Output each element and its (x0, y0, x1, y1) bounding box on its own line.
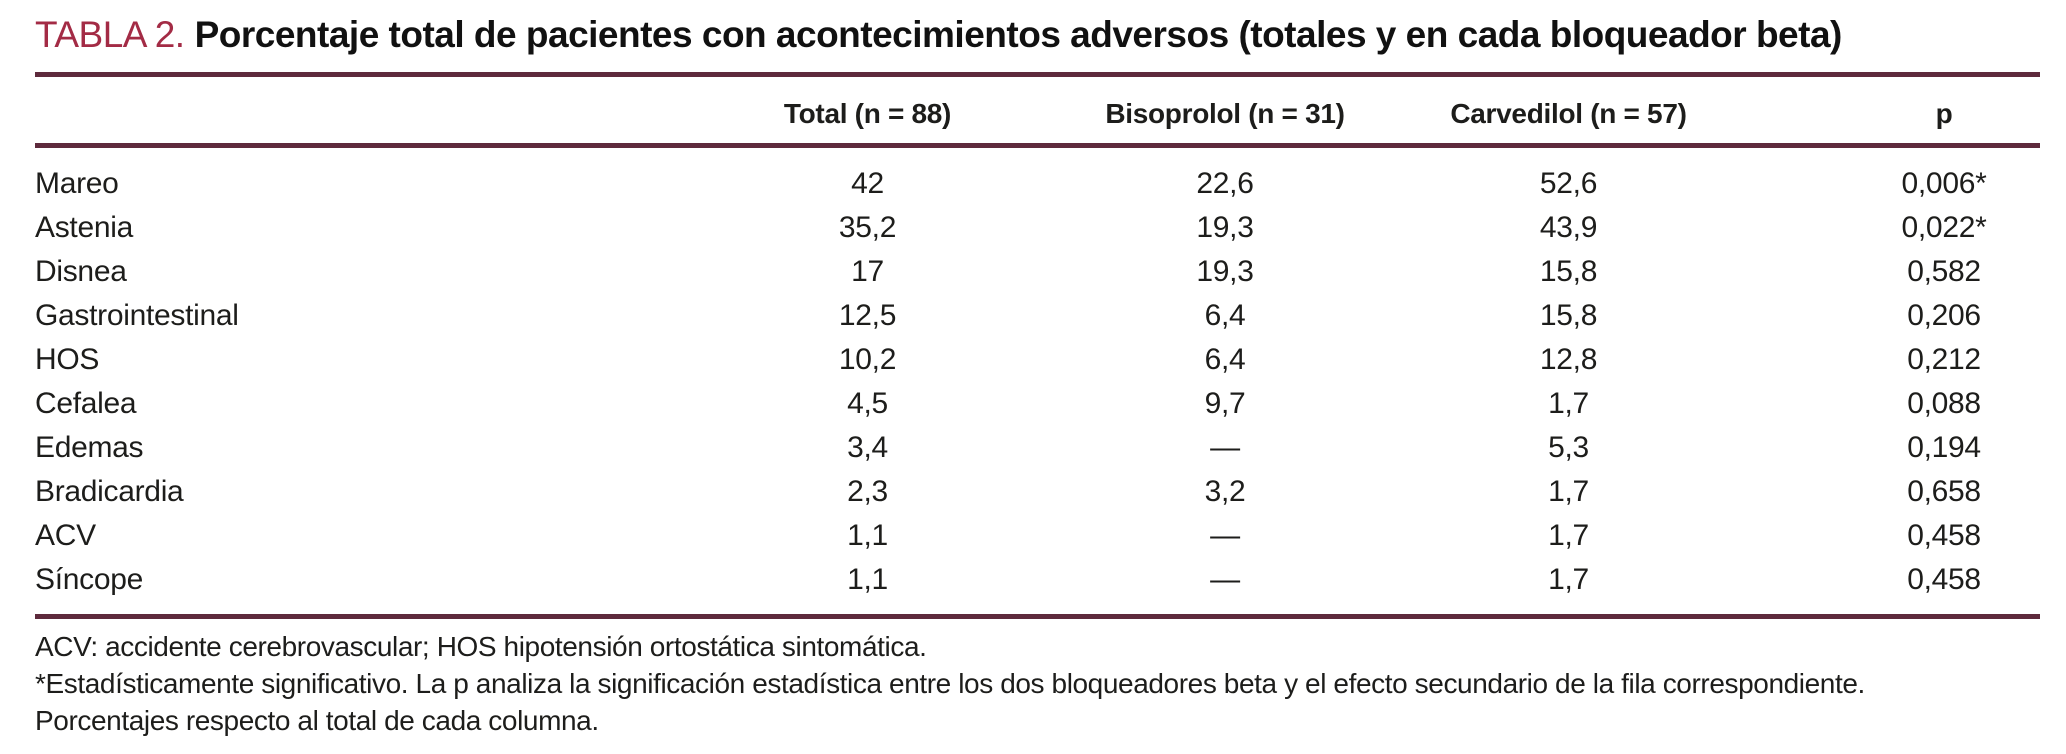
cell-value: 0,088 (1907, 387, 1981, 420)
table-row: Síncope 1,1 — 1,7 0,458 (35, 558, 2040, 602)
cell-value: 15,8 (1539, 299, 1598, 332)
table-body: Mareo 42 22,6 52,6 0,006* Astenia 35,2 19,3 43,9… (35, 148, 2040, 602)
cell-value: 19,3 (1196, 255, 1254, 288)
table-row: Astenia 35,2 19,3 43,9 0,022* (35, 206, 2040, 250)
cell-value: 9,7 (1204, 387, 1246, 420)
cell-value: 35,2 (838, 211, 897, 244)
cell-value: 6,4 (1204, 343, 1246, 376)
cell-value: 0,006* (1901, 167, 1987, 200)
cell-value: 5,3 (1548, 431, 1589, 464)
table-row: Edemas 3,4 — 5,3 0,194 (35, 426, 2040, 470)
cell-value: 52,6 (1539, 167, 1598, 200)
cell-value: 0,582 (1907, 255, 1981, 288)
cell-value: — (1210, 563, 1240, 596)
table-row: Gastrointestinal 12,5 6,4 15,8 0,206 (35, 294, 2040, 338)
column-header-p: p (1935, 98, 1953, 129)
row-label: Gastrointestinal (35, 299, 239, 332)
row-label: ACV (35, 519, 96, 552)
cell-value: 0,458 (1907, 519, 1981, 552)
cell-value: 10,2 (838, 343, 897, 376)
footnote-percentages: Porcentajes respecto al total de cada co… (35, 705, 599, 736)
top-rule (35, 72, 2040, 77)
cell-value: 2,3 (847, 475, 888, 508)
cell-value: 0,212 (1907, 343, 1981, 376)
cell-value: 22,6 (1196, 167, 1254, 200)
row-label: Síncope (35, 563, 143, 596)
footnote-abbreviations: ACV: accidente cerebrovascular; HOS hipo… (35, 631, 927, 662)
table-row: Mareo 42 22,6 52,6 0,006* (35, 162, 2040, 206)
cell-value: — (1210, 519, 1240, 552)
cell-value: 3,4 (847, 431, 888, 464)
cell-value: 42 (851, 167, 884, 200)
row-label: Disnea (35, 255, 127, 288)
table-title: Porcentaje total de pacientes con aconte… (194, 14, 1843, 55)
cell-value: 1,7 (1548, 519, 1589, 552)
table-row: ACV 1,1 — 1,7 0,458 (35, 514, 2040, 558)
cell-value: 0,658 (1907, 475, 1981, 508)
row-label: Edemas (35, 431, 144, 464)
table-row: HOS 10,2 6,4 12,8 0,212 (35, 338, 2040, 382)
cell-value: 19,3 (1196, 211, 1254, 244)
cell-value: 6,4 (1204, 299, 1246, 332)
cell-value: 0,206 (1907, 299, 1981, 332)
table-row: Disnea 17 19,3 15,8 0,582 (35, 250, 2040, 294)
cell-value: 0,194 (1907, 431, 1981, 464)
cell-value: 17 (851, 255, 884, 288)
column-header-bisoprolol: Bisoprolol (n = 31) (1105, 98, 1345, 129)
cell-value: 15,8 (1539, 255, 1598, 288)
cell-value: 1,7 (1548, 387, 1589, 420)
table-caption: TABLA 2. Porcentaje total de pacientes co… (35, 0, 2040, 58)
cell-value: 3,2 (1204, 475, 1246, 508)
cell-value: 1,7 (1548, 475, 1589, 508)
cell-value: 1,1 (847, 519, 888, 552)
row-label: HOS (35, 343, 100, 376)
header-rule (35, 143, 2040, 148)
row-label: Bradicardia (35, 475, 184, 508)
bottom-rule (35, 614, 2040, 619)
cell-value: 12,5 (838, 299, 897, 332)
column-header-carvedilol: Carvedilol (n = 57) (1450, 98, 1687, 129)
row-label: Mareo (35, 167, 119, 200)
cell-value: 43,9 (1539, 211, 1598, 244)
table-label: TABLA 2. (35, 14, 185, 55)
row-label: Astenia (35, 211, 133, 244)
cell-value: 1,1 (847, 563, 888, 596)
cell-value: 0,458 (1907, 563, 1981, 596)
row-label: Cefalea (35, 387, 137, 420)
table-footnotes: ACV: accidente cerebrovascular; HOS hipo… (35, 619, 2040, 739)
table-row: Cefalea 4,5 9,7 1,7 0,088 (35, 382, 2040, 426)
cell-value: 1,7 (1548, 563, 1589, 596)
cell-value: 0,022* (1901, 211, 1987, 244)
table-header-row: Total (n = 88) Bisoprolol (n = 31) Carve… (35, 77, 2040, 143)
cell-value: 4,5 (847, 387, 888, 420)
table-row: Bradicardia 2,3 3,2 1,7 0,658 (35, 470, 2040, 514)
footnote-significance: *Estadísticamente significativo. La p an… (35, 668, 1865, 699)
column-header-total: Total (n = 88) (783, 98, 952, 129)
cell-value: 12,8 (1539, 343, 1598, 376)
cell-value: — (1210, 431, 1240, 464)
